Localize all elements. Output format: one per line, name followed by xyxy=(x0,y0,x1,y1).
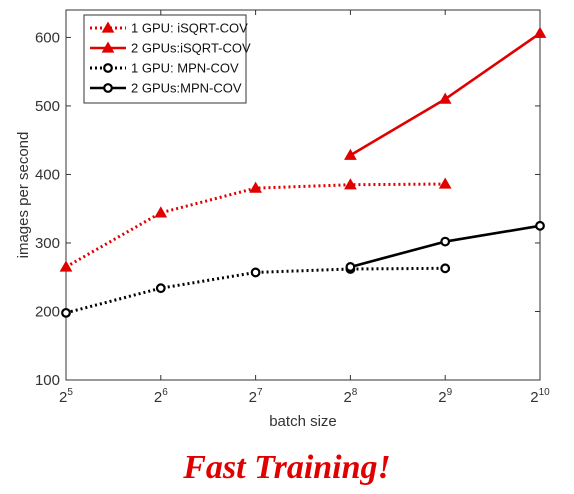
legend-entry-2: 1 GPU: MPN-COV xyxy=(90,61,239,76)
x-tick-label-1: 26 xyxy=(154,387,168,406)
data-point-1-2 xyxy=(533,26,547,38)
x-tick-label-2: 27 xyxy=(249,387,263,406)
x-tick-label-5: 210 xyxy=(530,387,550,406)
data-point-1-0 xyxy=(344,148,357,160)
x-tick-label-3: 28 xyxy=(343,387,357,406)
data-point-2-1 xyxy=(155,283,166,294)
series-line-2 xyxy=(65,266,446,315)
data-point-3-1 xyxy=(440,236,451,247)
legend-marker-3 xyxy=(103,83,113,93)
data-point-0-2 xyxy=(249,181,262,193)
legend-marker-2 xyxy=(103,63,113,73)
data-point-3-0 xyxy=(345,262,356,272)
series-1 xyxy=(344,26,547,160)
data-point-0-1 xyxy=(154,206,168,218)
y-tick-label-3: 400 xyxy=(35,166,60,183)
data-point-3-2 xyxy=(535,220,545,231)
legend-entry-1: 2 GPUs:iSQRT-COV xyxy=(90,41,251,56)
series-3 xyxy=(345,220,545,272)
legend-label-3: 2 GPUs:MPN-COV xyxy=(131,81,242,96)
legend-entry-3: 2 GPUs:MPN-COV xyxy=(90,81,242,96)
x-tick-label-4: 29 xyxy=(438,387,452,406)
data-point-0-3 xyxy=(344,178,357,190)
legend-marker-0 xyxy=(101,21,115,33)
y-tick-label-2: 300 xyxy=(35,235,60,252)
legend-label-1: 2 GPUs:iSQRT-COV xyxy=(131,41,251,56)
axes: 25 26 27 28 29 210 100 200 300 400 500 600 xyxy=(35,10,550,406)
data-point-1-1 xyxy=(438,92,452,104)
legend-entry-0: 1 GPU: iSQRT-COV xyxy=(90,21,248,36)
x-tick-label-0: 25 xyxy=(59,387,73,406)
series-0 xyxy=(59,177,452,272)
data-point-0-0 xyxy=(59,260,73,272)
y-tick-label-4: 500 xyxy=(35,98,60,115)
y-tick-label-0: 100 xyxy=(35,372,60,389)
data-point-2-2 xyxy=(250,267,261,278)
caption-fast-training: Fast Training! xyxy=(183,449,391,486)
data-point-2-4 xyxy=(440,263,451,274)
legend-label-0: 1 GPU: iSQRT-COV xyxy=(131,21,248,36)
y-axis-title: images per second xyxy=(15,132,32,259)
data-point-2-0 xyxy=(61,307,71,318)
series-group xyxy=(59,26,547,318)
y-tick-label-1: 200 xyxy=(35,303,60,320)
data-point-0-4 xyxy=(438,177,452,189)
y-tick-label-5: 600 xyxy=(35,29,60,46)
x-axis-title: batch size xyxy=(269,413,337,430)
legend-label-2: 1 GPU: MPN-COV xyxy=(131,61,239,76)
legend: 1 GPU: iSQRT-COV 2 GPUs:iSQRT-COV 1 GPU: M… xyxy=(83,14,251,104)
legend-marker-1 xyxy=(101,41,115,53)
